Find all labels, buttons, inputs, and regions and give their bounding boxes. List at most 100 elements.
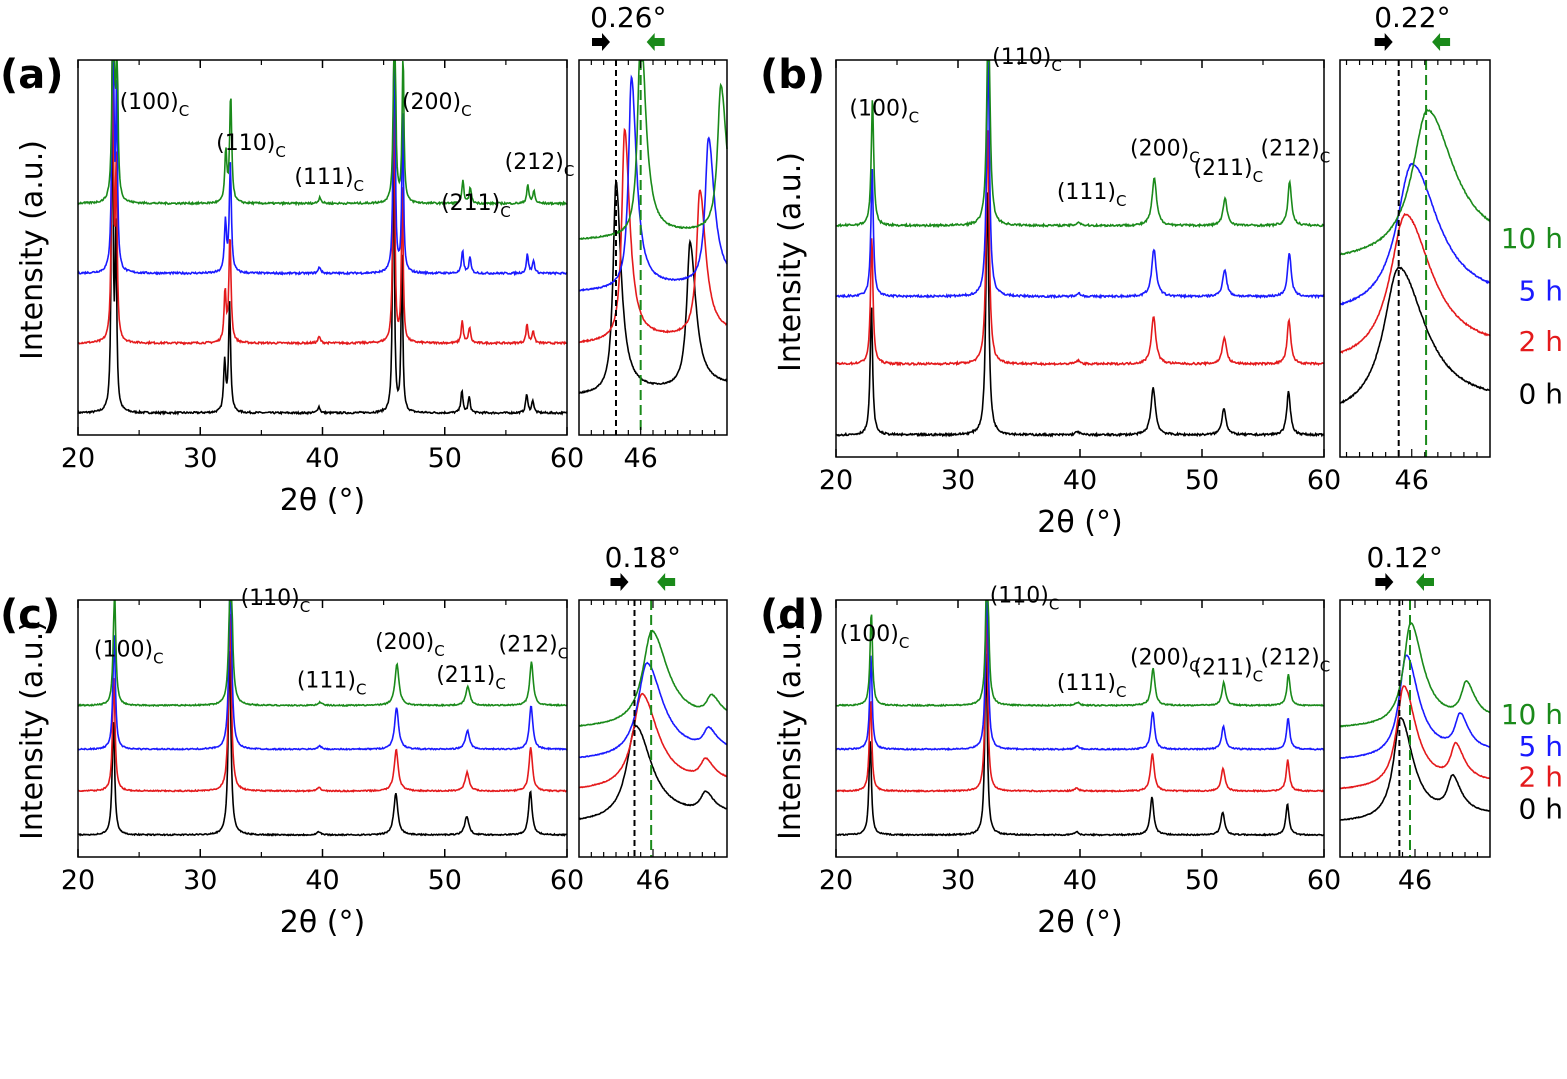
peak-label: (212)C (1261, 645, 1331, 675)
panel-0: (a) Intensity (a.u.) 20 30 40 50 60 2θ (°) (100)… (0, 1, 728, 518)
peak-label: (111)C (1057, 180, 1127, 210)
series-line-0 (835, 192, 1325, 438)
series-line-3 (77, 600, 568, 708)
peak-label: (212)C (505, 150, 575, 180)
legend-label: 10 h (1501, 698, 1563, 731)
legend-label: 5 h (1519, 730, 1563, 763)
peak-label: (100)C (849, 97, 919, 127)
x-tick-label: 60 (550, 865, 584, 896)
shift-label: 0.22° (1374, 1, 1450, 34)
peak-label: (111)C (297, 668, 367, 698)
inset-series-line-2 (578, 661, 728, 759)
x-tick-label: 60 (550, 443, 584, 474)
x-tick-label: 20 (819, 465, 853, 496)
legend: 10 h5 h2 h0 h (1501, 698, 1563, 825)
legend: 10 h5 h2 h0 h (1501, 222, 1563, 410)
y-axis-label: Intensity (a.u.) (773, 152, 808, 372)
legend-label: 0 h (1519, 793, 1563, 826)
x-tick-label: 60 (1307, 865, 1341, 896)
peak-label: (110)C (992, 45, 1062, 75)
series-line-1 (77, 612, 568, 793)
x-tick-label: 30 (183, 443, 217, 474)
panel-letter: (a) (0, 52, 64, 98)
arrow-right-icon (592, 33, 610, 51)
x-axis-label: 2θ (°) (280, 483, 365, 518)
peak-label: (100)C (120, 90, 190, 120)
x-tick-label: 30 (941, 865, 975, 896)
inset-plot-frame (578, 599, 728, 858)
series-line-0 (77, 651, 568, 837)
series-line-3 (835, 60, 1325, 229)
inset-series-line-3 (578, 60, 728, 241)
series-line-2 (77, 60, 568, 277)
inset-series-line-0 (578, 178, 728, 395)
series-line-2 (835, 60, 1325, 300)
x-tick-label: 40 (1063, 865, 1097, 896)
inset-series-line-1 (1339, 212, 1491, 354)
arrow-right-icon (1375, 573, 1394, 591)
series-line-1 (835, 130, 1325, 367)
x-tick-label: 40 (305, 865, 339, 896)
inset-series-line-3 (1339, 108, 1491, 256)
series-line-0 (835, 653, 1324, 837)
peak-label: (211)C (1193, 656, 1263, 686)
shift-label: 0.26° (590, 1, 666, 34)
x-tick-label: 30 (941, 465, 975, 496)
shift-label: 0.18° (605, 541, 681, 574)
inset-series-line-2 (1339, 162, 1491, 306)
y-axis-label: Intensity (a.u.) (15, 140, 50, 360)
inset-tick-label: 46 (623, 443, 657, 474)
arrow-right-icon (1374, 33, 1393, 51)
series-line-0 (77, 60, 568, 416)
x-tick-label: 50 (428, 443, 462, 474)
y-axis-label: Intensity (a.u.) (15, 620, 50, 840)
y-axis-label: Intensity (a.u.) (773, 620, 808, 840)
x-axis-label: 2θ (°) (1037, 905, 1122, 940)
x-tick-label: 20 (819, 865, 853, 896)
peak-label: (200)C (402, 90, 472, 120)
arrow-right-icon (610, 573, 629, 591)
inset-tick-label: 46 (1398, 865, 1432, 896)
inset-series-line-3 (1339, 621, 1491, 728)
inset-group: 46 0.26° (578, 1, 728, 474)
series-line-3 (835, 600, 1325, 708)
inset-series-line-1 (578, 692, 728, 789)
series-line-2 (835, 600, 1325, 752)
inset-group: 46 0.22° (1339, 1, 1491, 496)
peak-label: (100)C (840, 622, 910, 652)
peak-label: (200)C (1130, 645, 1200, 675)
main-plot-frame (77, 59, 568, 436)
inset-group: 46 0.12° (1339, 541, 1491, 896)
main-series-group (77, 60, 568, 416)
series-line-3 (77, 60, 568, 207)
panel-2: (c)Intensity (a.u.) 20 30 40 50 60 2θ (°) (100)… (0, 541, 728, 940)
panel-3: (d)Intensity (a.u.) 20 30 40 50 60 2θ (°) (100)… (760, 541, 1563, 940)
peak-label: (100)C (94, 638, 164, 668)
panel-letter: (b) (760, 52, 825, 98)
x-tick-label: 20 (61, 443, 95, 474)
peak-label: (111)C (294, 165, 364, 195)
inset-series-line-1 (578, 127, 728, 344)
legend-label: 10 h (1501, 222, 1563, 255)
peak-label: (110)C (241, 586, 311, 616)
x-tick-label: 30 (183, 865, 217, 896)
inset-series-line-2 (578, 74, 728, 292)
arrow-left-icon (657, 573, 676, 591)
peak-label: (211)C (436, 663, 506, 693)
panel-1: (b) Intensity (a.u.) 20 30 40 50 60 2θ (°) (100)… (760, 1, 1563, 540)
peak-label: (212)C (499, 632, 569, 662)
main-series-group (835, 600, 1325, 837)
peak-label: (211)C (441, 191, 511, 221)
inset-plot-frame (1339, 59, 1491, 458)
x-tick-label: 20 (61, 865, 95, 896)
peak-label: (200)C (1130, 136, 1200, 166)
x-axis-label: 2θ (°) (280, 905, 365, 940)
peak-label: (211)C (1193, 156, 1263, 186)
legend-label: 0 h (1519, 377, 1563, 410)
shift-label: 0.12° (1367, 541, 1443, 574)
inset-tick-label: 46 (636, 865, 670, 896)
inset-plot-frame (1339, 599, 1491, 858)
peak-label: (200)C (375, 630, 445, 660)
arrow-left-icon (646, 33, 665, 51)
